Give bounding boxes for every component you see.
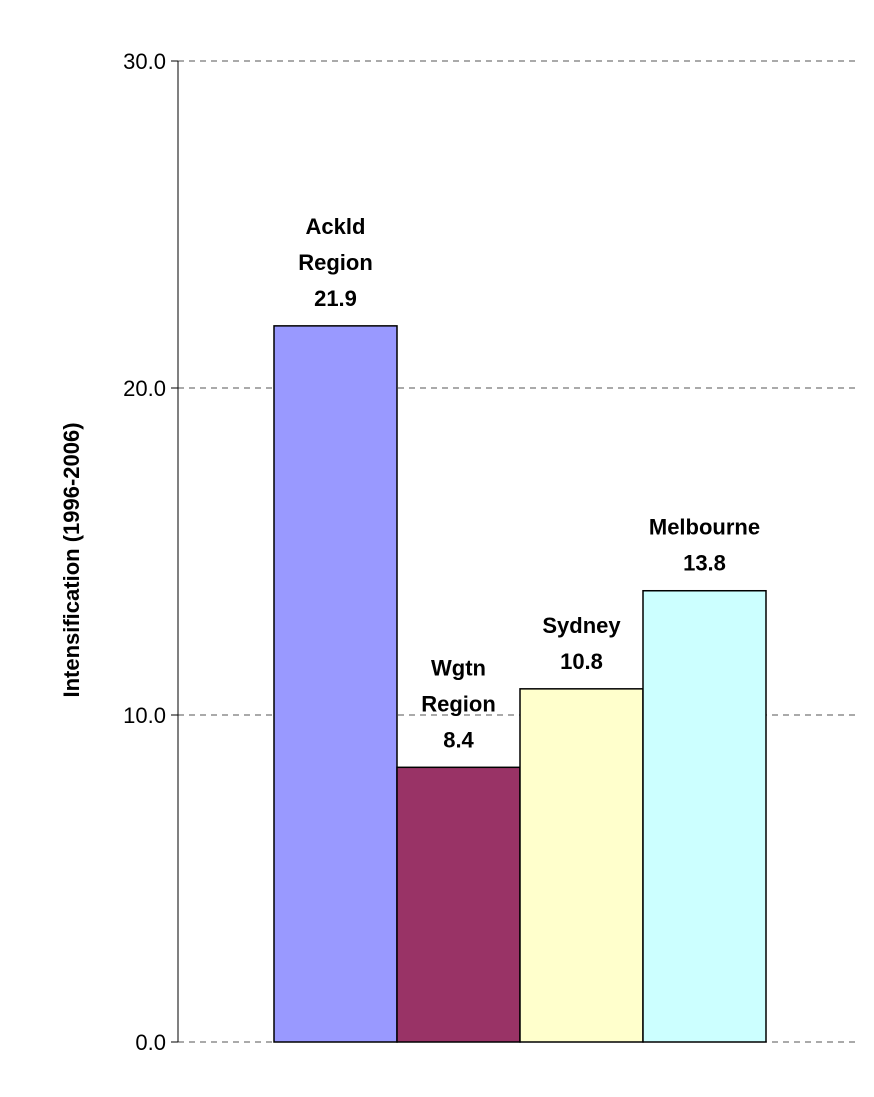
bar-value-label-0: 21.9 — [314, 286, 357, 311]
bar-0 — [273, 325, 398, 1043]
y-tick-label-1: 10.0 — [123, 703, 166, 728]
bar-category-label-1-0: Wgtn — [431, 655, 486, 680]
bar-value-label-2: 10.8 — [560, 649, 603, 674]
bar-value-label-3: 13.8 — [683, 551, 726, 576]
bar-category-label-0-1: Region — [298, 250, 373, 275]
bar-category-label-1-1: Region — [421, 691, 496, 716]
y-tick-label-3: 30.0 — [123, 49, 166, 74]
y-axis: 0.0 10.0 20.0 30.0 — [123, 49, 179, 1055]
bar-category-label-3-0: Melbourne — [649, 515, 760, 540]
bar-3 — [642, 589, 767, 1043]
bars — [273, 325, 767, 1043]
bar-category-label-2-0: Sydney — [542, 613, 621, 638]
bar-value-label-1: 8.4 — [443, 727, 474, 752]
bar-labels: Ackld Region 21.9 Wgtn Region 8.4 Sydney 10.8 Me… — [298, 214, 760, 752]
bar-2 — [519, 688, 644, 1043]
y-axis-title: Intensification (1996-2006) — [59, 422, 84, 697]
bar-category-label-0-0: Ackld — [306, 214, 366, 239]
y-tick-label-0: 0.0 — [135, 1030, 166, 1055]
bar-1 — [396, 766, 521, 1043]
y-tick-label-2: 20.0 — [123, 376, 166, 401]
